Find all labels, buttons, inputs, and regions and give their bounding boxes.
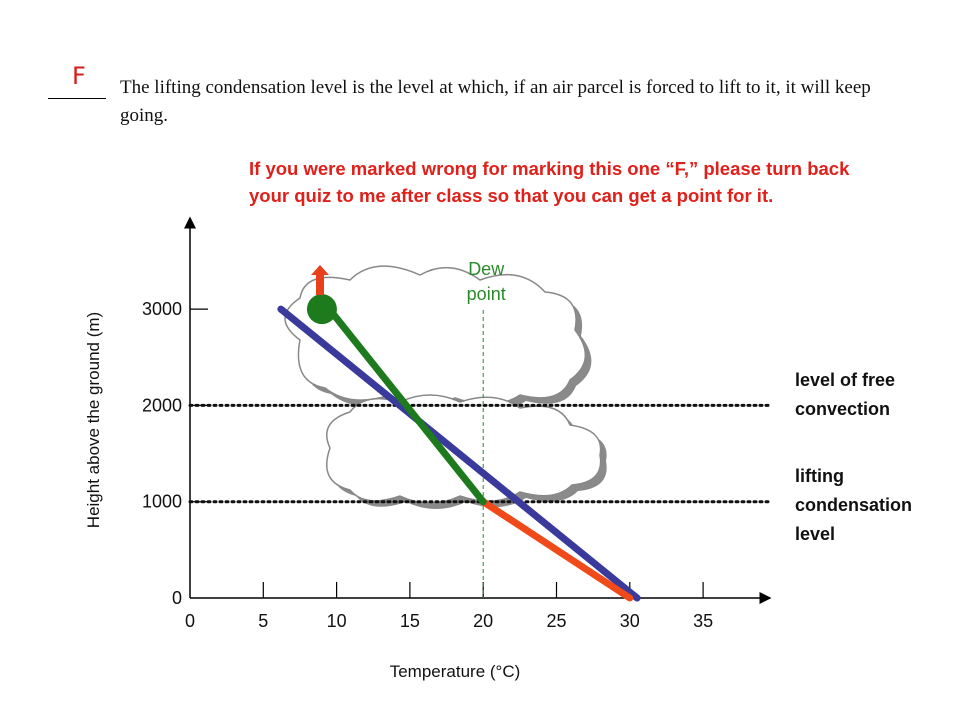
lower-cloud xyxy=(326,394,607,509)
x-tick-label: 30 xyxy=(620,611,640,631)
series-line-parcel-moist xyxy=(325,305,487,506)
x-tick-label: 35 xyxy=(693,611,713,631)
y-ticks: 0 1000 2000 3000 xyxy=(142,299,208,608)
upper-cloud xyxy=(284,265,592,411)
x-tick-label: 0 xyxy=(185,611,195,631)
up-arrow-icon xyxy=(311,265,329,295)
instructor-note: If you were marked wrong for marking thi… xyxy=(249,158,850,206)
y-tick-label: 3000 xyxy=(142,299,182,319)
y-axis-label: Height above the ground (m) xyxy=(84,311,103,529)
answer-blank-line xyxy=(48,98,106,99)
label-lifting-condensation-level: lifting condensation level xyxy=(795,466,913,544)
y-tick-label: 1000 xyxy=(142,492,182,512)
x-tick-label: 15 xyxy=(400,611,420,631)
x-tick-label: 20 xyxy=(473,611,493,631)
x-tick-label: 25 xyxy=(546,611,566,631)
x-tick-label: 5 xyxy=(258,611,268,631)
air-parcel xyxy=(306,294,337,325)
y-tick-label: 2000 xyxy=(142,395,182,415)
series-line-environment xyxy=(277,305,641,602)
answer-mark: F xyxy=(72,62,86,90)
label-level-of-free-convection: level of free convection xyxy=(795,370,896,419)
dew-point-label: Dew point xyxy=(467,259,506,304)
x-tick-label: 10 xyxy=(327,611,347,631)
series-lines xyxy=(277,305,641,602)
x-ticks: 0 5 10 15 20 25 30 35 xyxy=(185,582,713,631)
x-axis-label: Temperature (°C) xyxy=(389,662,521,681)
y-tick-label: 0 xyxy=(172,588,182,608)
quiz-statement: The lifting condensation level is the le… xyxy=(120,77,871,126)
series-line-parcel-dry xyxy=(479,498,634,602)
